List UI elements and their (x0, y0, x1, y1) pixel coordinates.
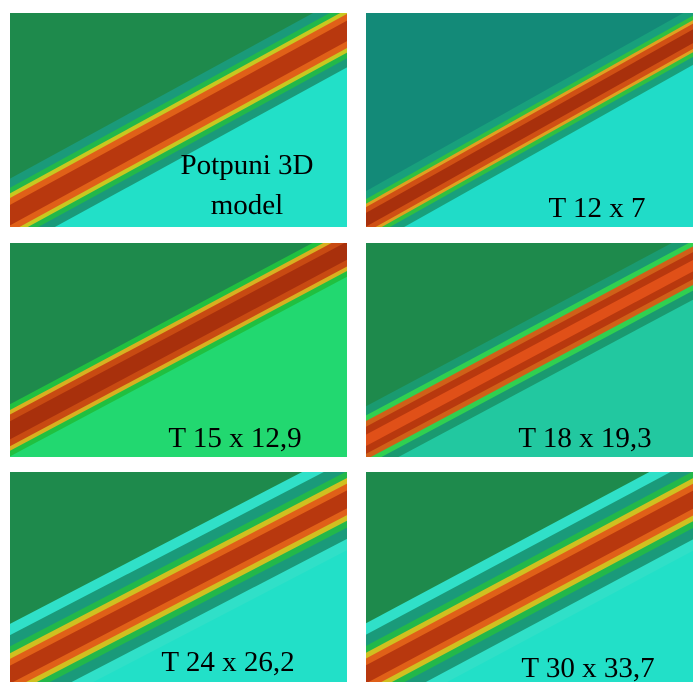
panel-label: T 30 x 33,7 (521, 652, 655, 682)
panel-label: T 12 x 7 (548, 192, 646, 224)
contour-plot (10, 13, 347, 227)
panel-label: T 24 x 26,2 (161, 646, 295, 678)
panel (10, 472, 347, 682)
contour-plot (10, 243, 347, 457)
panel (10, 13, 347, 227)
stripe (10, 490, 347, 682)
contour-plot (366, 472, 693, 682)
panel-label: T 18 x 19,3 (518, 422, 652, 454)
stripe (366, 490, 693, 682)
panel-label: T 15 x 12,9 (168, 422, 302, 454)
panel (366, 472, 693, 682)
stripe (366, 29, 693, 227)
panel (10, 243, 347, 457)
contour-plot (366, 13, 693, 227)
panel (366, 243, 693, 457)
panel (366, 13, 693, 227)
panel-label: model (210, 189, 284, 221)
stripe (10, 20, 347, 226)
panel-label: Potpuni 3D (180, 149, 314, 181)
stripe (10, 243, 347, 440)
contour-plot (366, 243, 693, 457)
contour-plot (10, 472, 347, 682)
stripe (366, 260, 693, 446)
